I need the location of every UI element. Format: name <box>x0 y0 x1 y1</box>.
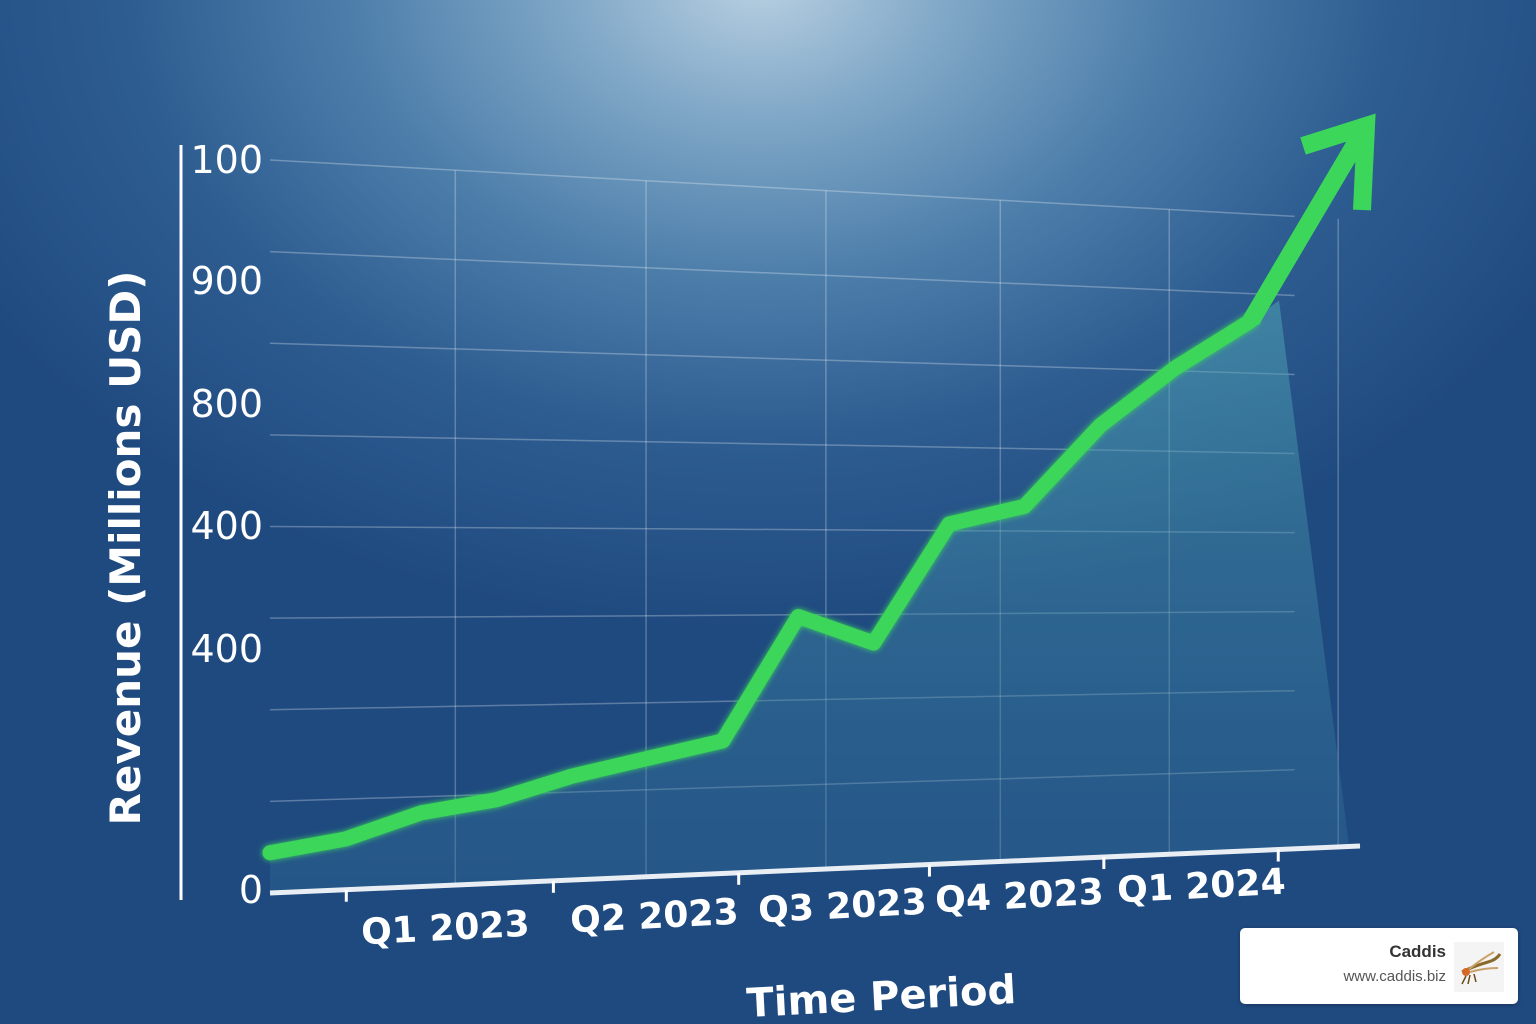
grid-line-h <box>269 159 1295 218</box>
x-tick-label: Q1 2024 <box>1116 862 1286 912</box>
x-tick-label: Q3 2023 <box>757 882 927 932</box>
x-axis-line <box>269 843 1361 896</box>
grid-line-h <box>269 342 1295 376</box>
y-axis-title: Revenue (Millions USD) <box>101 271 150 826</box>
y-tick-label: 900 <box>190 259 263 303</box>
x-tick-label: Q1 2023 <box>360 904 530 954</box>
brand-url: www.caddis.biz <box>1343 968 1446 985</box>
y-tick-label: 0 <box>239 868 263 912</box>
x-axis-tick-labels: Q1 2023 Q2 2023 Q3 2023 Q4 2023 Q1 2024 <box>360 862 1286 954</box>
x-axis-title: Time Period <box>745 967 1017 1024</box>
x-axis-ticks <box>344 849 1280 902</box>
trend-arrowhead-icon <box>1243 113 1376 326</box>
y-axis-tick-labels: 0 400 400 800 900 100 <box>190 138 263 912</box>
grid-line-h <box>269 250 1295 297</box>
caddisfly-icon <box>1454 942 1504 992</box>
brand-name: Caddis <box>1389 942 1446 961</box>
y-tick-label: 400 <box>190 504 263 548</box>
x-tick-label: Q4 2023 <box>934 872 1104 922</box>
y-tick-label: 400 <box>190 627 263 671</box>
revenue-line <box>262 313 1259 861</box>
brand-watermark: Caddis www.caddis.biz <box>1240 928 1518 1004</box>
y-tick-label: 800 <box>190 382 263 426</box>
x-tick-label: Q2 2023 <box>569 892 739 942</box>
y-tick-label: 100 <box>190 138 263 182</box>
